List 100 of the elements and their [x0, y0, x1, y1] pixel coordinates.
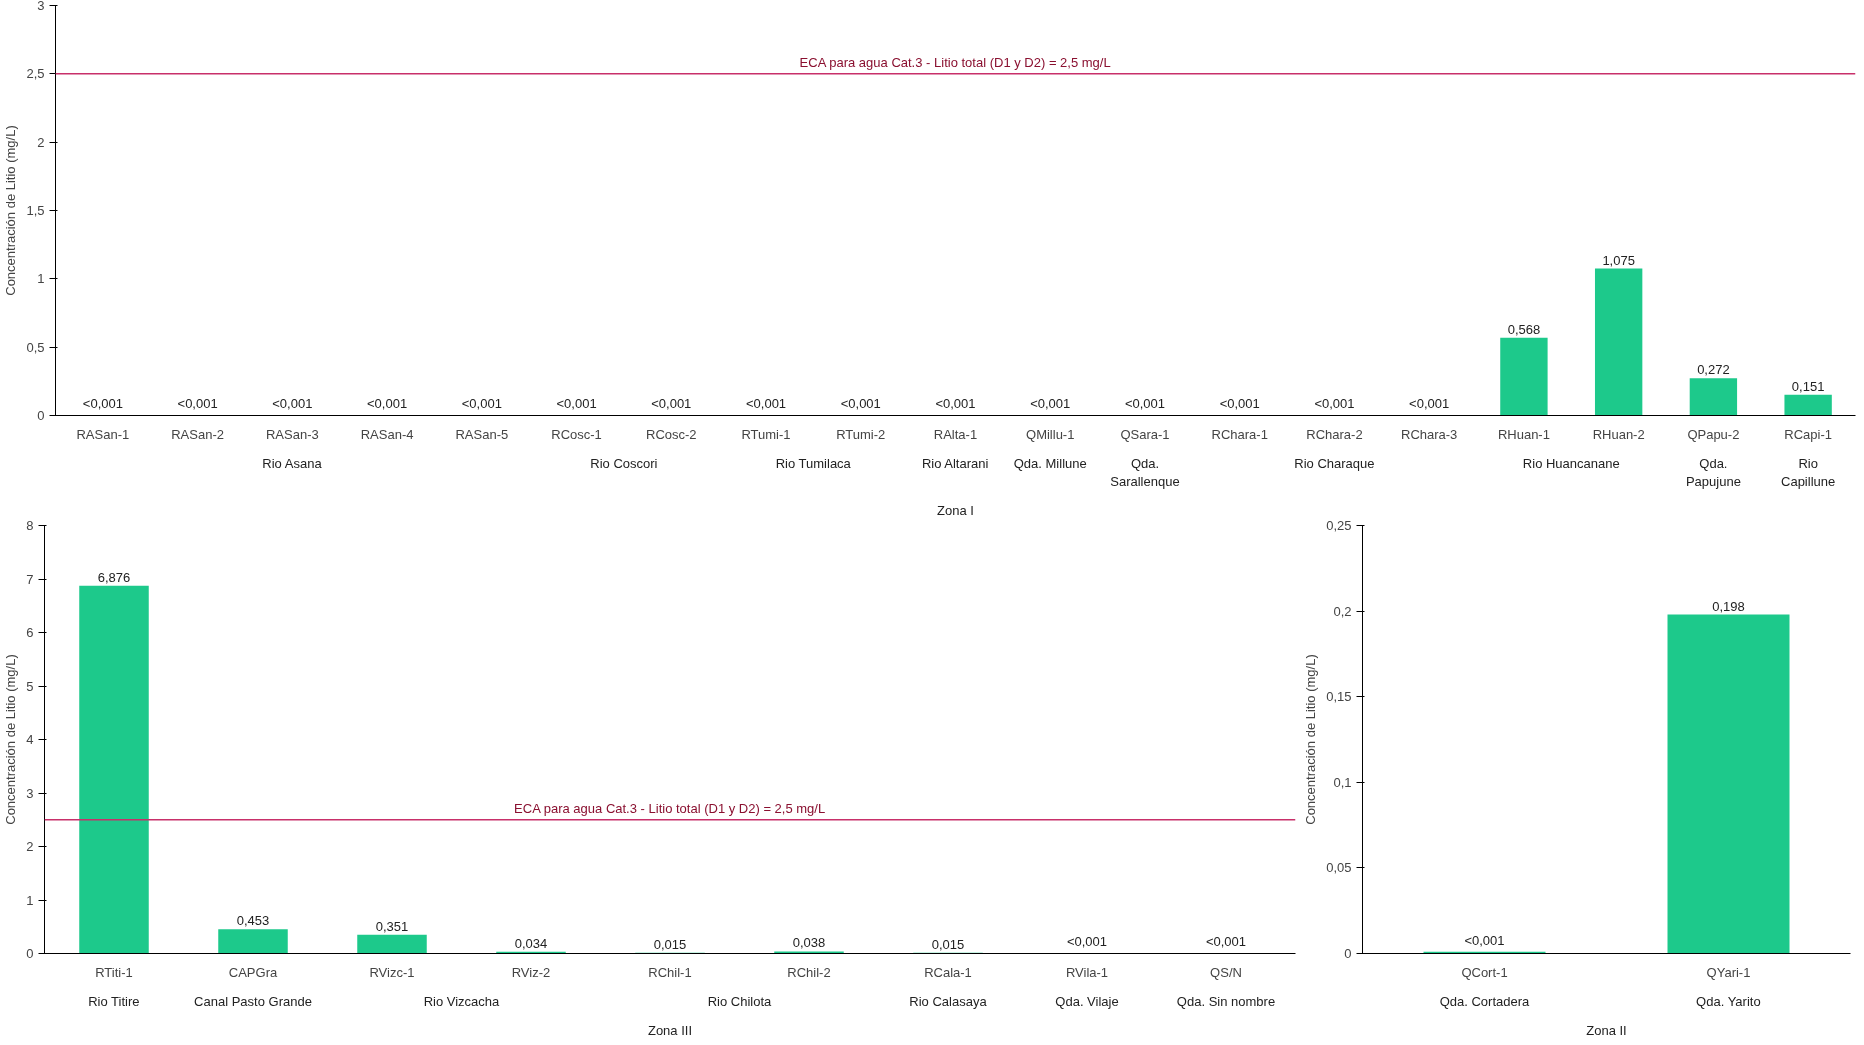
- text: Qda. Millune: [1013, 455, 1087, 471]
- text: Qda. Sin nombre: [1176, 993, 1276, 1009]
- data-label: <0,001: [1464, 932, 1505, 948]
- text: Qda. Papujune: [1685, 455, 1741, 489]
- data-label: <0,001: [1066, 934, 1108, 950]
- y-tick-label: 8: [26, 518, 34, 533]
- data-label: 6,876: [97, 569, 131, 585]
- y-tick-label: 0,1: [1333, 774, 1352, 790]
- text: Zona III: [647, 1022, 693, 1038]
- data-label: 0,198: [1712, 598, 1745, 614]
- x-tick-label: RCosc-2: [646, 426, 697, 442]
- x-tick-label: RChara-2: [1306, 426, 1363, 442]
- data-label: <0,001: [367, 396, 408, 412]
- x-tick-label: QSara-1: [1120, 426, 1170, 442]
- data-label: 0,015: [931, 936, 965, 952]
- y-tick-label: 2: [26, 839, 34, 854]
- data-label: <0,001: [1409, 396, 1450, 412]
- data-label: <0,001: [461, 396, 502, 412]
- y-tick-label: 0,5: [26, 339, 45, 355]
- y-axis-title: Concentración de Litio (mg/L): [3, 125, 19, 296]
- x-tick-label: RASan-4: [360, 426, 414, 442]
- y-axis-title: Concentración de Litio (mg/L): [3, 654, 19, 825]
- data-label: 0,272: [1697, 362, 1730, 378]
- x-tick-label: RAlta-1: [933, 426, 978, 442]
- y-tick-label: 3: [37, 0, 45, 13]
- text: Qda. Yarito: [1696, 993, 1761, 1009]
- x-tick-label: RCapi-1: [1784, 426, 1832, 442]
- x-tick-label: QMillu-1: [1026, 426, 1075, 442]
- y-tick-label: 0,25: [1326, 518, 1352, 533]
- y-tick-label: 1: [37, 271, 45, 287]
- y-tick-label: 4: [26, 732, 34, 747]
- y-tick-label: 1: [26, 892, 34, 908]
- text: Rio Asana: [262, 455, 323, 471]
- data-label: <0,001: [745, 396, 787, 412]
- text: Rio Altarani: [921, 455, 989, 471]
- data-label: <0,001: [935, 396, 976, 412]
- text: Rio Calasaya: [909, 993, 988, 1009]
- x-tick-label: RTumi-1: [741, 426, 791, 442]
- data-label: 0,038: [792, 935, 826, 951]
- y-tick-label: 3: [26, 785, 34, 801]
- data-label: <0,001: [651, 396, 692, 412]
- data-label: <0,001: [556, 396, 597, 412]
- x-tick-label: CAPGra: [228, 964, 278, 980]
- y-tick-label: 6: [26, 625, 34, 640]
- ref-line-label: ECA para agua Cat.3 - Litio total (D1 y D2) = 2,5 mg/L: [799, 54, 1111, 70]
- text: Rio Coscori: [590, 455, 658, 471]
- x-tick-label: RCosc-1: [551, 426, 602, 442]
- text: Zona II: [1586, 1022, 1627, 1038]
- text: Rio Charaque: [1294, 455, 1375, 471]
- text: Rio Capillune: [1781, 455, 1836, 489]
- data-label: <0,001: [177, 396, 218, 412]
- data-label: 0,015: [653, 936, 687, 952]
- x-tick-label: QPapu-2: [1687, 426, 1740, 442]
- text: Qda. Vilaje: [1055, 993, 1119, 1009]
- data-label: <0,001: [1124, 396, 1166, 412]
- data-label: 0,568: [1507, 321, 1541, 337]
- text: Qda. Sarallenque: [1110, 455, 1180, 489]
- data-label: 1,075: [1602, 252, 1635, 268]
- y-tick-label: 7: [26, 571, 34, 587]
- text: Rio Vizcacha: [423, 993, 501, 1009]
- x-tick-label: RTiti-1: [95, 964, 133, 980]
- text: Qda. Cortadera: [1439, 993, 1531, 1009]
- x-tick-label: RTumi-2: [836, 426, 886, 442]
- x-tick-label: RVila-1: [1065, 964, 1109, 980]
- text: Rio Huancanane: [1522, 455, 1620, 471]
- data-label: <0,001: [1219, 396, 1260, 412]
- data-label: 0,034: [514, 935, 548, 951]
- text: Rio Chilota: [707, 993, 773, 1009]
- data-label: <0,001: [1205, 934, 1247, 950]
- x-tick-label: QCort-1: [1461, 964, 1508, 980]
- x-tick-label: RChil-1: [648, 964, 692, 980]
- x-tick-label: RVizc-1: [369, 964, 415, 980]
- text: Rio Titire: [88, 993, 140, 1009]
- x-tick-label: QYari-1: [1706, 964, 1751, 980]
- x-tick-label: RASan-5: [455, 426, 509, 442]
- data-label: 0,151: [1791, 378, 1825, 394]
- text: Canal Pasto Grande: [194, 993, 312, 1009]
- data-label: 0,453: [236, 913, 270, 929]
- x-tick-label: RHuan-2: [1592, 426, 1645, 442]
- x-tick-label: RASan-3: [265, 426, 319, 442]
- data-label: <0,001: [1314, 396, 1355, 412]
- x-tick-label: RViz-2: [511, 964, 551, 980]
- x-tick-label: QS/N: [1210, 964, 1242, 980]
- x-tick-label: RChara-3: [1401, 426, 1458, 442]
- x-tick-label: RASan-1: [76, 426, 130, 442]
- y-tick-label: 2: [37, 134, 45, 150]
- data-label: 0,351: [375, 918, 409, 934]
- y-tick-label: 1,5: [26, 203, 45, 218]
- y-tick-label: 0,15: [1326, 689, 1352, 705]
- ref-line-label: ECA para agua Cat.3 - Litio total (D1 y D2) = 2,5 mg/L: [514, 800, 826, 816]
- x-tick-label: RCala-1: [924, 964, 972, 980]
- data-label: <0,001: [840, 396, 881, 412]
- x-tick-label: RChara-1: [1211, 426, 1268, 442]
- x-tick-label: RHuan-1: [1497, 426, 1550, 442]
- y-tick-label: 0: [26, 946, 34, 961]
- data-label: <0,001: [82, 396, 123, 412]
- data-label: <0,001: [1030, 396, 1071, 412]
- y-tick-label: 5: [26, 678, 34, 694]
- x-tick-label: RChil-2: [787, 964, 831, 980]
- text: Zona I: [937, 502, 974, 518]
